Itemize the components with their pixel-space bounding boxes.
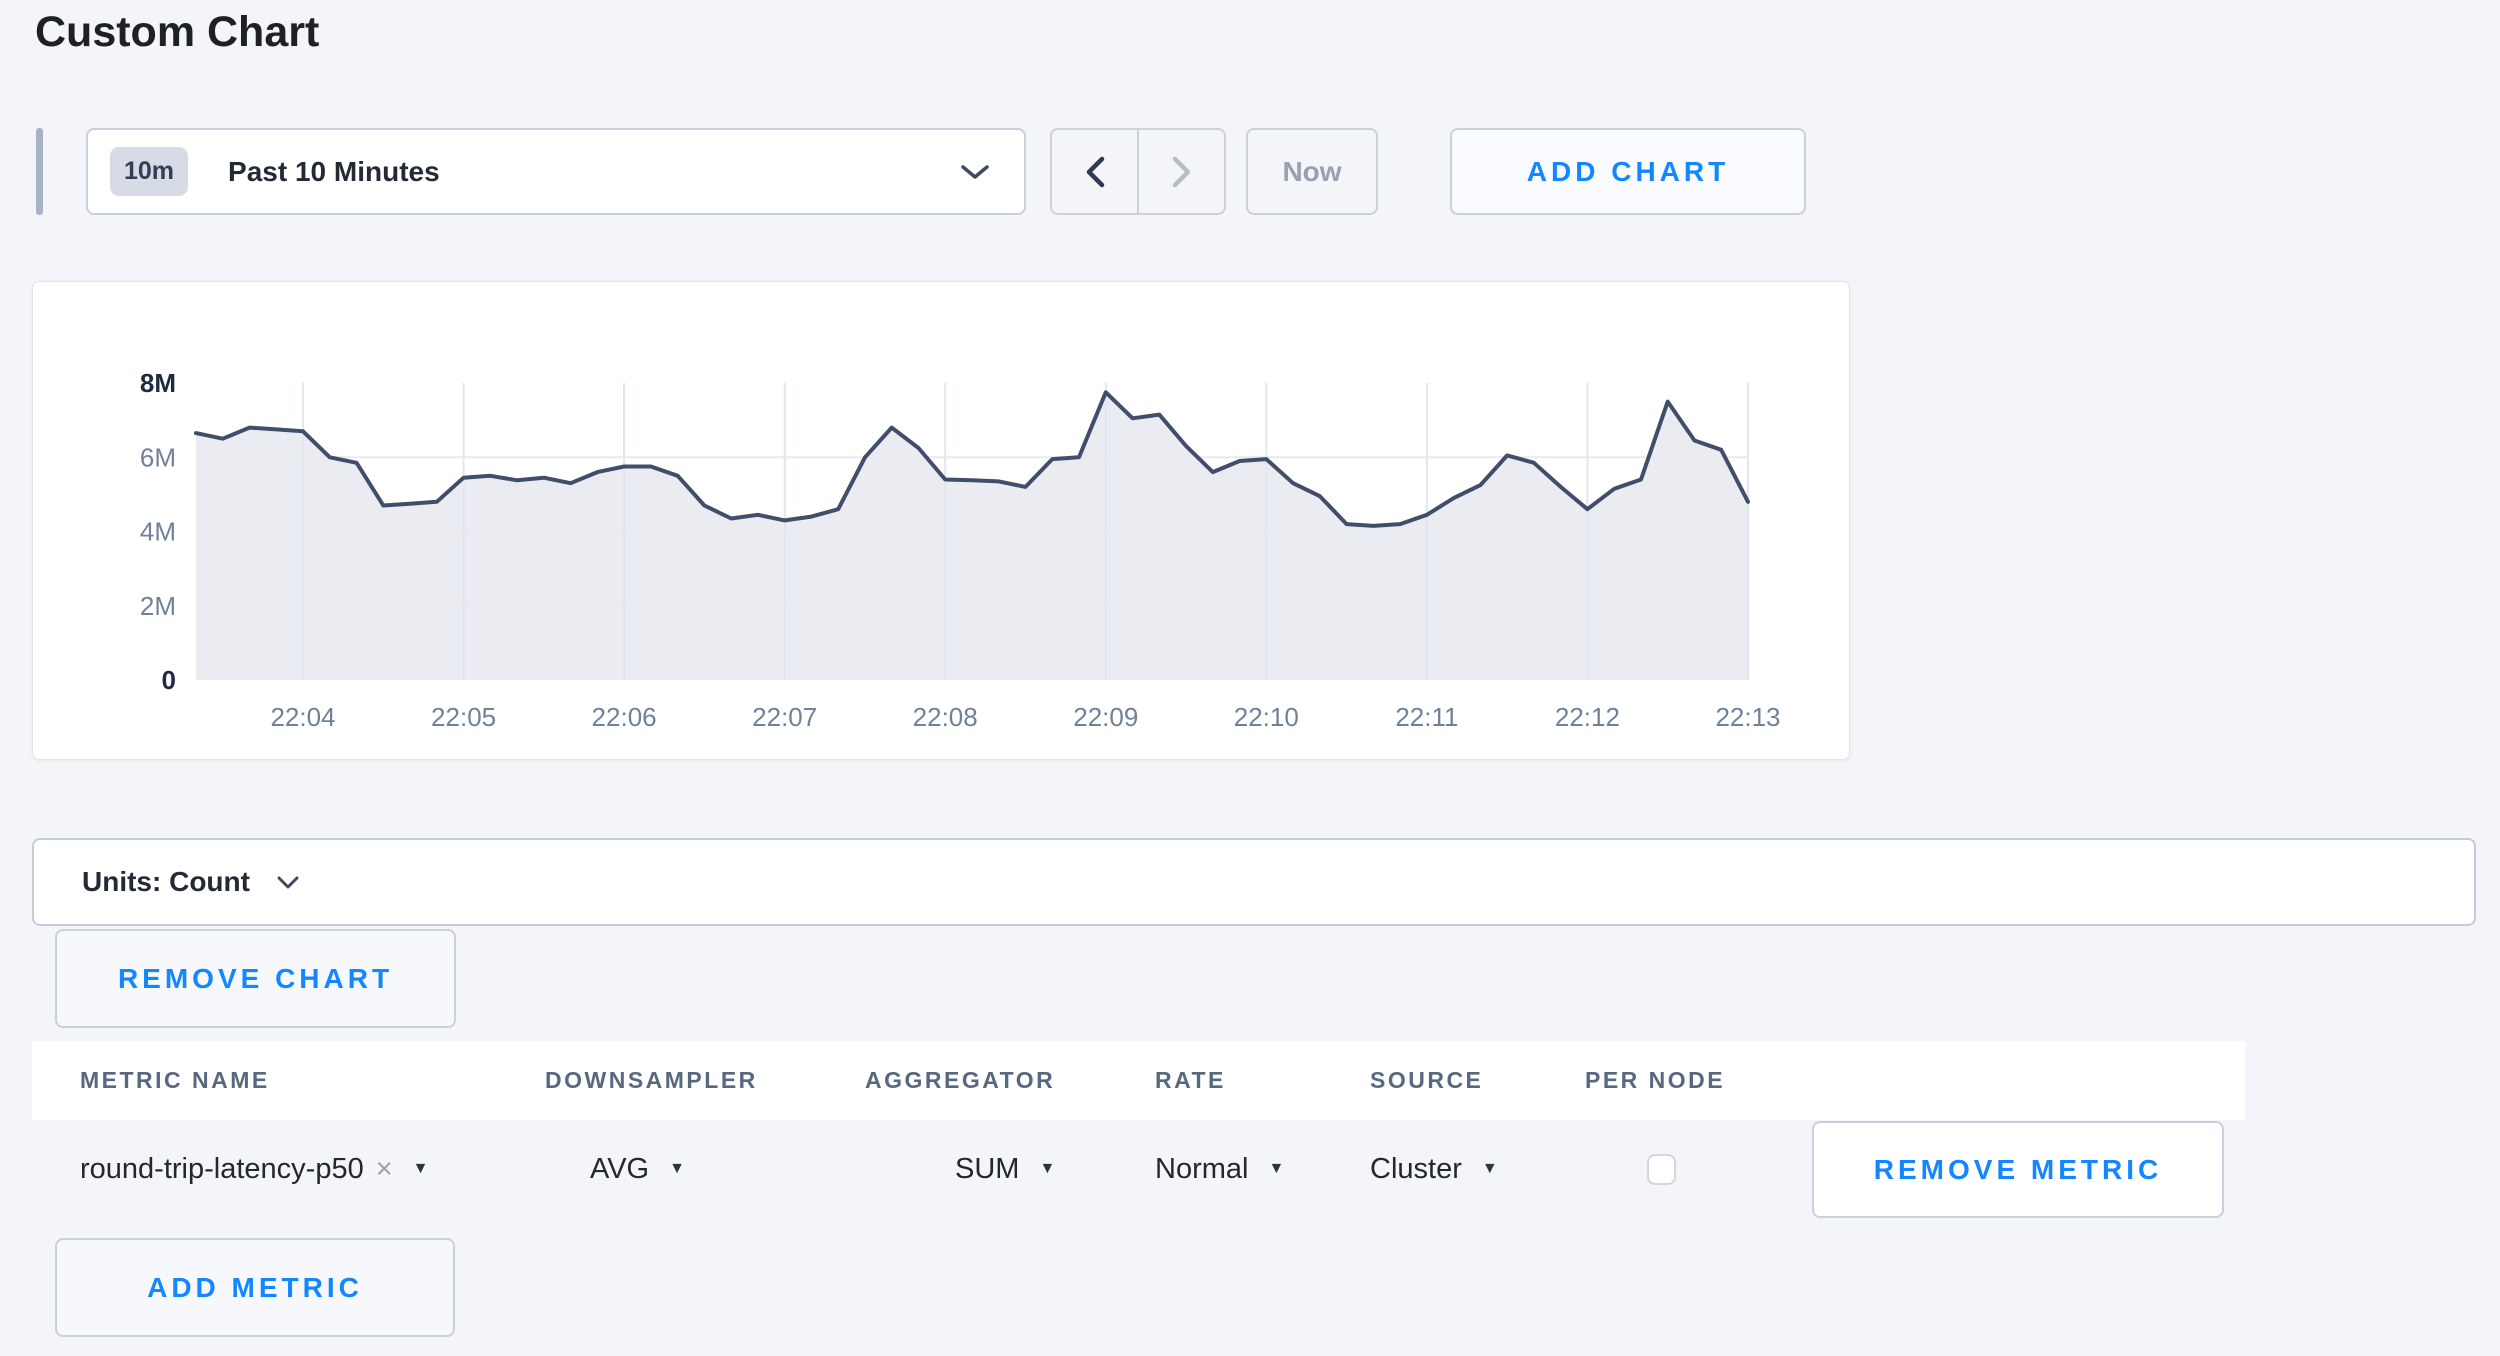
svg-text:22:07: 22:07: [752, 702, 817, 732]
remove-chart-button[interactable]: REMOVE CHART: [55, 929, 456, 1028]
chevron-down-icon: [961, 164, 989, 179]
line-chart: 0 2M 4M 6M 8M 22:04 22:05 22:06 22:07 22:08 22:09 2…: [33, 282, 1849, 758]
caret-down-icon: ▼: [669, 1160, 685, 1177]
svg-text:4M: 4M: [140, 517, 176, 547]
next-range-button[interactable]: [1139, 130, 1224, 213]
svg-text:6M: 6M: [140, 442, 176, 472]
col-header-aggregator: AGGREGATOR: [865, 1067, 1056, 1093]
svg-text:22:04: 22:04: [270, 702, 335, 732]
downsampler-value: AVG: [590, 1152, 650, 1185]
svg-text:22:10: 22:10: [1234, 702, 1299, 732]
page-title: Custom Chart: [35, 8, 320, 56]
remove-metric-button[interactable]: REMOVE METRIC: [1812, 1121, 2224, 1218]
aggregator-dropdown[interactable]: SUM ▼: [955, 1153, 1155, 1186]
per-node-cell: [1585, 1153, 2245, 1185]
metrics-table-header: METRIC NAME DOWNSAMPLER AGGREGATOR RATE …: [32, 1041, 2245, 1120]
chevron-right-icon: [1172, 156, 1190, 187]
col-header-source: SOURCE: [1370, 1067, 1484, 1093]
col-header-downsampler: DOWNSAMPLER: [545, 1067, 758, 1093]
svg-text:22:09: 22:09: [1073, 702, 1138, 732]
caret-down-icon: ▼: [1481, 1160, 1498, 1177]
source-dropdown[interactable]: Cluster ▼: [1370, 1153, 1585, 1186]
rate-value: Normal: [1155, 1152, 1249, 1185]
clear-metric-icon[interactable]: ×: [375, 1152, 393, 1185]
units-label: Units: Count: [82, 866, 250, 897]
chart-card: 0 2M 4M 6M 8M 22:04 22:05 22:06 22:07 22:08 22:09 2…: [32, 281, 1850, 760]
time-range-dropdown[interactable]: 10m Past 10 Minutes: [86, 128, 1026, 215]
metric-row: round-trip-latency-p50 × ▼ AVG ▼ SUM ▼ N…: [32, 1120, 2245, 1218]
col-header-metric-name: METRIC NAME: [80, 1067, 270, 1093]
svg-text:0: 0: [162, 665, 176, 695]
svg-text:22:12: 22:12: [1555, 702, 1620, 732]
prev-range-button[interactable]: [1052, 130, 1139, 213]
svg-text:22:11: 22:11: [1395, 702, 1458, 732]
add-chart-button[interactable]: ADD CHART: [1450, 128, 1806, 215]
time-range-badge: 10m: [110, 147, 189, 196]
vertical-divider: [36, 128, 43, 215]
rate-dropdown[interactable]: Normal ▼: [1155, 1153, 1370, 1186]
svg-text:22:13: 22:13: [1715, 702, 1780, 732]
chevron-left-icon: [1086, 156, 1104, 187]
downsampler-dropdown[interactable]: AVG ▼: [590, 1153, 865, 1186]
time-pager: [1050, 128, 1226, 215]
source-value: Cluster: [1370, 1152, 1462, 1185]
now-button[interactable]: Now: [1246, 128, 1378, 215]
per-node-checkbox[interactable]: [1647, 1153, 1676, 1185]
add-metric-button[interactable]: ADD METRIC: [55, 1238, 455, 1337]
metric-name-dropdown[interactable]: round-trip-latency-p50 × ▼: [80, 1153, 545, 1186]
chevron-down-icon: [277, 876, 299, 888]
units-dropdown[interactable]: Units: Count: [32, 838, 2476, 926]
svg-text:22:06: 22:06: [592, 702, 657, 732]
caret-down-icon: ▼: [412, 1160, 429, 1177]
time-range-label: Past 10 Minutes: [228, 155, 440, 187]
caret-down-icon: ▼: [1039, 1160, 1056, 1177]
metric-name-value: round-trip-latency-p50: [80, 1152, 364, 1185]
svg-text:22:08: 22:08: [913, 702, 978, 732]
aggregator-value: SUM: [955, 1152, 1020, 1185]
svg-text:2M: 2M: [140, 591, 176, 621]
col-header-rate: RATE: [1155, 1067, 1226, 1093]
svg-text:8M: 8M: [140, 368, 176, 398]
caret-down-icon: ▼: [1268, 1160, 1285, 1177]
svg-text:22:05: 22:05: [431, 702, 496, 732]
col-header-per-node: PER NODE: [1585, 1067, 1726, 1093]
